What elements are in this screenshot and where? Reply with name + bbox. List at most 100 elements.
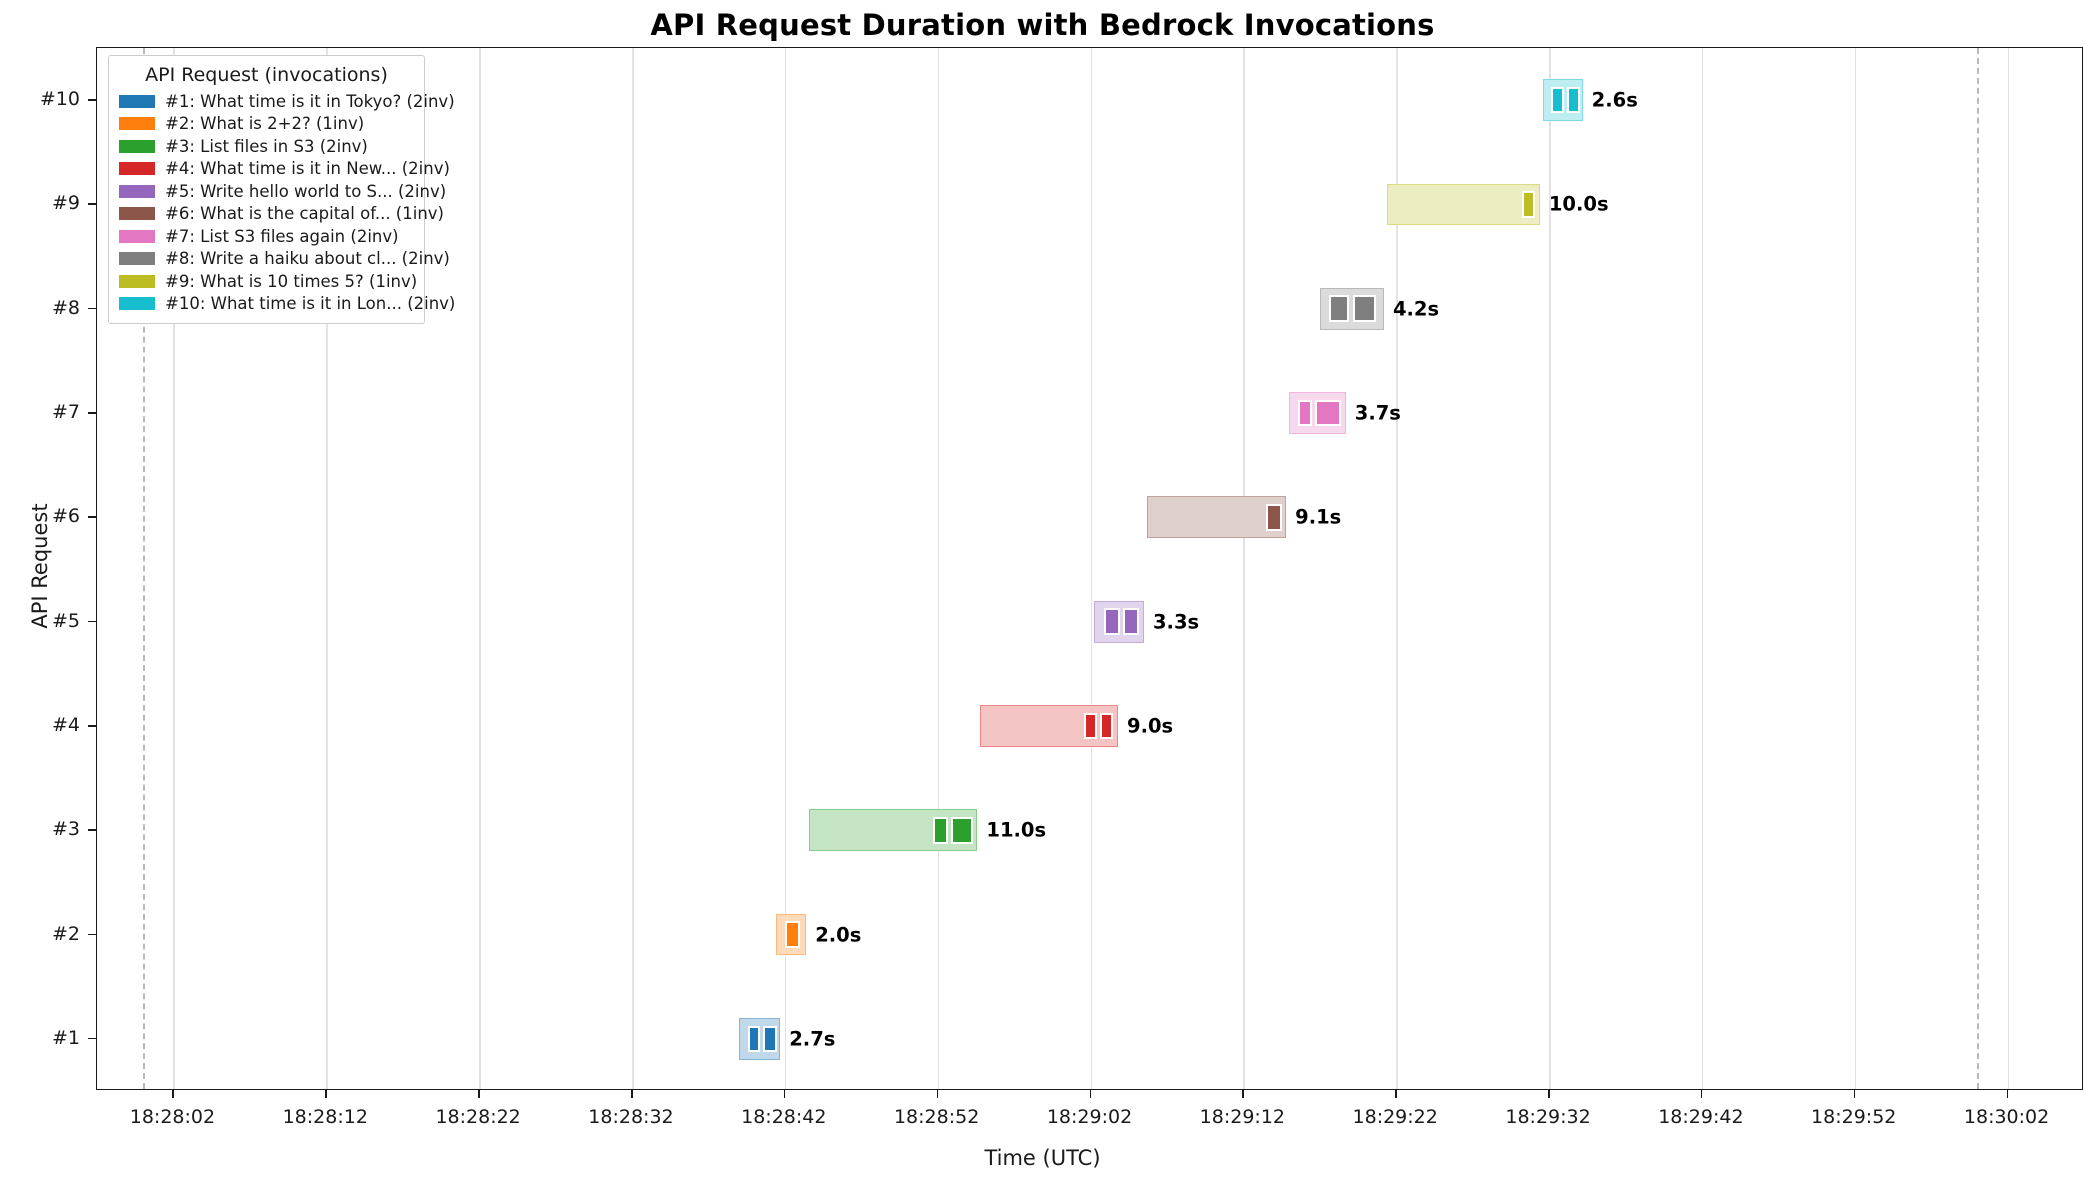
gridline-182822 [479, 48, 481, 1089]
gridline-183002 [2007, 48, 2010, 1089]
y-tick-mark [88, 1037, 96, 1040]
invocation-bar-5-2[interactable] [1122, 608, 1140, 635]
legend-item-label: #2: What is 2+2? (1inv) [165, 114, 365, 134]
x-tick-label-182822: 18:28:22 [435, 1106, 521, 1128]
minute-marker-182800 [142, 48, 145, 1089]
invocation-bar-3-2[interactable] [951, 816, 973, 844]
x-tick-mark [2006, 1090, 2009, 1098]
y-tick-label-4: #4 [51, 713, 80, 736]
duration-label-6: 9.1s [1295, 505, 1342, 529]
x-tick-mark [172, 1090, 175, 1098]
legend-swatch-icon-4 [119, 162, 155, 176]
legend-item-10[interactable]: #10: What time is it in Lon... (2inv) [119, 293, 455, 316]
y-tick-mark [88, 99, 96, 101]
x-tick-mark [936, 1090, 939, 1098]
legend-swatch-icon-8 [119, 252, 155, 266]
y-tick-label-6: #6 [51, 505, 80, 528]
invocation-bar-1-1[interactable] [748, 1025, 761, 1053]
legend-title: API Request (invocations) [145, 64, 388, 86]
invocation-bar-1-2[interactable] [763, 1025, 778, 1053]
y-tick-label-1: #1 [51, 1026, 80, 1049]
gridline-182922 [1396, 48, 1398, 1089]
duration-label-8: 4.2s [1392, 297, 1440, 321]
legend-swatch-icon-10 [119, 297, 155, 311]
y-axis-label: API Request [28, 503, 52, 629]
chart-title: API Request Duration with Bedrock Invoca… [650, 8, 1435, 42]
legend-item-6[interactable]: #6: What is the capital of... (1inv) [119, 203, 444, 226]
request-bar-3[interactable] [809, 809, 978, 852]
gridline-182902 [1090, 48, 1093, 1089]
invocation-bar-2-1[interactable] [784, 921, 801, 948]
x-tick-label-182802: 18:28:02 [129, 1106, 216, 1128]
y-tick-label-10: #10 [39, 88, 80, 111]
y-tick-mark [88, 829, 96, 831]
y-tick-label-5: #5 [51, 609, 80, 632]
invocation-bar-7-2[interactable] [1315, 399, 1342, 427]
legend-item-5[interactable]: #5: Write hello world to S... (2inv) [119, 180, 446, 203]
legend-item-label: #1: What time is it in Tokyo? (2inv) [165, 91, 455, 111]
y-tick-label-2: #2 [51, 922, 80, 945]
gridline-182842 [784, 48, 787, 1089]
request-bar-4[interactable] [980, 705, 1118, 747]
x-tick-label-182852: 18:28:52 [893, 1106, 980, 1128]
request-bar-6[interactable] [1147, 496, 1287, 539]
legend-item-2[interactable]: #2: What is 2+2? (1inv) [119, 113, 414, 136]
x-axis-label: Time (UTC) [984, 1146, 1101, 1170]
x-tick-label-182932: 18:29:32 [1505, 1106, 1591, 1128]
legend-swatch-icon-9 [119, 274, 155, 288]
duration-label-10: 2.6s [1591, 88, 1638, 112]
duration-label-5: 3.3s [1152, 610, 1200, 634]
gridline-182912 [1243, 48, 1245, 1089]
legend-item-3[interactable]: #3: List files in S3 (2inv) [119, 135, 414, 158]
invocation-bar-10-2[interactable] [1567, 86, 1580, 114]
x-tick-mark [1242, 1090, 1244, 1098]
legend-item-4[interactable]: #4: What time is it in New... (2inv) [119, 158, 450, 181]
invocation-bar-9-1[interactable] [1521, 191, 1536, 218]
x-tick-mark [1853, 1090, 1856, 1098]
invocation-bar-7-1[interactable] [1298, 399, 1313, 427]
gridline-182932 [1549, 48, 1551, 1089]
legend-swatch-icon-3 [119, 139, 155, 153]
y-tick-mark [88, 620, 96, 623]
legend-item-7[interactable]: #7: List S3 files again (2inv) [119, 225, 414, 248]
gridline-182832 [631, 48, 634, 1089]
x-tick-mark [1089, 1090, 1092, 1098]
legend-swatch-icon-7 [119, 229, 155, 243]
legend-item-label: #8: Write a haiku about cl... (2inv) [165, 249, 450, 269]
legend-item-label: #9: What is 10 times 5? (1inv) [165, 271, 418, 291]
legend-item-9[interactable]: #9: What is 10 times 5? (1inv) [119, 270, 418, 293]
invocation-bar-8-2[interactable] [1353, 295, 1377, 323]
y-tick-mark [88, 203, 96, 206]
invocation-bar-6-1[interactable] [1266, 504, 1282, 531]
request-bar-9[interactable] [1387, 183, 1540, 226]
x-tick-label-182832: 18:28:32 [588, 1106, 674, 1128]
invocation-bar-4-1[interactable] [1084, 712, 1097, 740]
y-tick-mark [88, 724, 96, 727]
y-tick-label-9: #9 [51, 192, 80, 215]
invocation-bar-8-1[interactable] [1328, 295, 1349, 323]
legend-item-label: #6: What is the capital of... (1inv) [165, 204, 444, 224]
invocation-bar-10-1[interactable] [1550, 86, 1565, 114]
y-tick-label-3: #3 [51, 818, 80, 841]
gridline-182802 [173, 48, 176, 1089]
legend-item-8[interactable]: #8: Write a haiku about cl... (2inv) [119, 248, 450, 271]
invocation-bar-5-1[interactable] [1104, 608, 1120, 635]
x-tick-label-182952: 18:29:52 [1811, 1106, 1897, 1128]
invocation-bar-3-1[interactable] [933, 816, 949, 844]
legend-swatch-icon-1 [119, 94, 155, 108]
legend-swatch-icon-6 [119, 207, 155, 221]
y-tick-mark [88, 516, 96, 518]
gridline-182812 [326, 48, 328, 1089]
invocation-bar-4-2[interactable] [1099, 712, 1114, 740]
legend-item-1[interactable]: #1: What time is it in Tokyo? (2inv) [119, 90, 455, 113]
x-tick-label-182912: 18:29:12 [1199, 1106, 1286, 1128]
duration-label-4: 9.0s [1127, 714, 1174, 738]
y-tick-mark [88, 933, 96, 936]
x-tick-label-183002: 18:30:02 [1963, 1106, 2050, 1128]
x-tick-label-182842: 18:28:42 [741, 1106, 827, 1128]
x-tick-label-182922: 18:29:22 [1352, 1106, 1438, 1128]
plot-area: 2.7s 2.0s 11.0s 9.0s 3.3s 9.1s 3.7s 4.2s 10.0s 2.… [96, 47, 2083, 1090]
duration-label-9: 10.0s [1548, 192, 1609, 216]
legend-item-label: #4: What time is it in New... (2inv) [165, 159, 450, 179]
